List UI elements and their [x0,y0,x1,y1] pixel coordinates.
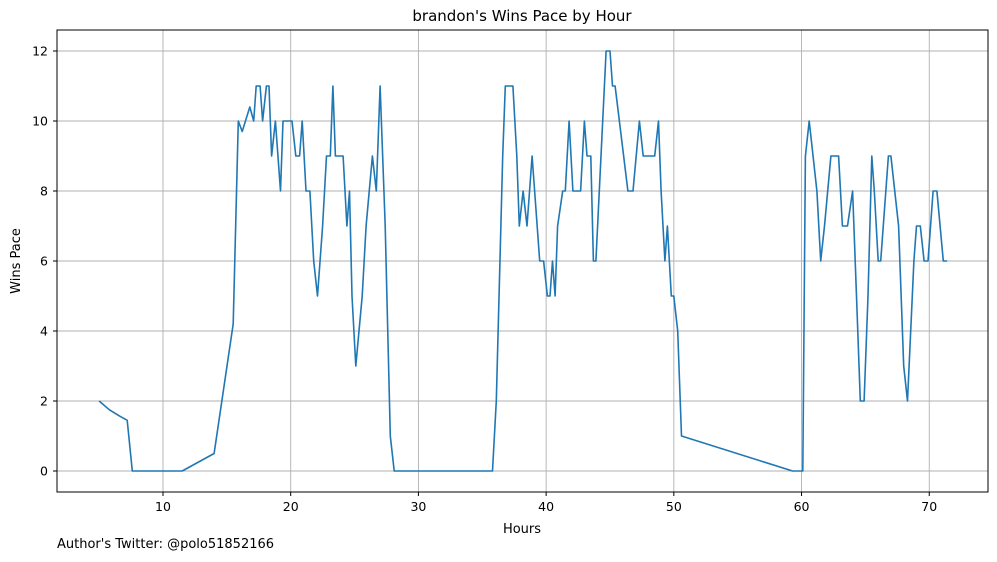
y-axis-label: Wins Pace [9,228,24,294]
x-tick-label: 30 [410,499,426,514]
y-tick-label: 4 [40,324,48,339]
x-tick-label: 20 [283,499,299,514]
y-tick-label: 12 [32,44,48,59]
x-axis-label: Hours [503,522,541,537]
x-tick-label: 70 [921,499,937,514]
axis-ticks: 10 20 30 40 50 60 70 0 2 4 6 8 10 12 [32,44,937,515]
author-twitter-credit: Author's Twitter: @polo51852166 [57,537,275,552]
x-tick-label: 50 [666,499,682,514]
y-tick-label: 10 [32,114,48,129]
y-tick-label: 2 [40,394,48,409]
y-tick-label: 8 [40,184,48,199]
x-tick-label: 40 [538,499,554,514]
series-line-wins-pace [98,50,948,472]
y-tick-label: 6 [40,254,48,269]
chart-title: brandon's Wins Pace by Hour [412,7,632,25]
x-tick-label: 10 [155,499,171,514]
grid-lines [57,30,988,492]
x-tick-label: 60 [794,499,810,514]
y-tick-label: 0 [40,464,48,479]
